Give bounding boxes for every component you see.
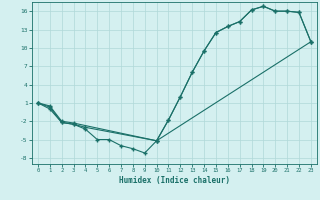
X-axis label: Humidex (Indice chaleur): Humidex (Indice chaleur) (119, 176, 230, 185)
